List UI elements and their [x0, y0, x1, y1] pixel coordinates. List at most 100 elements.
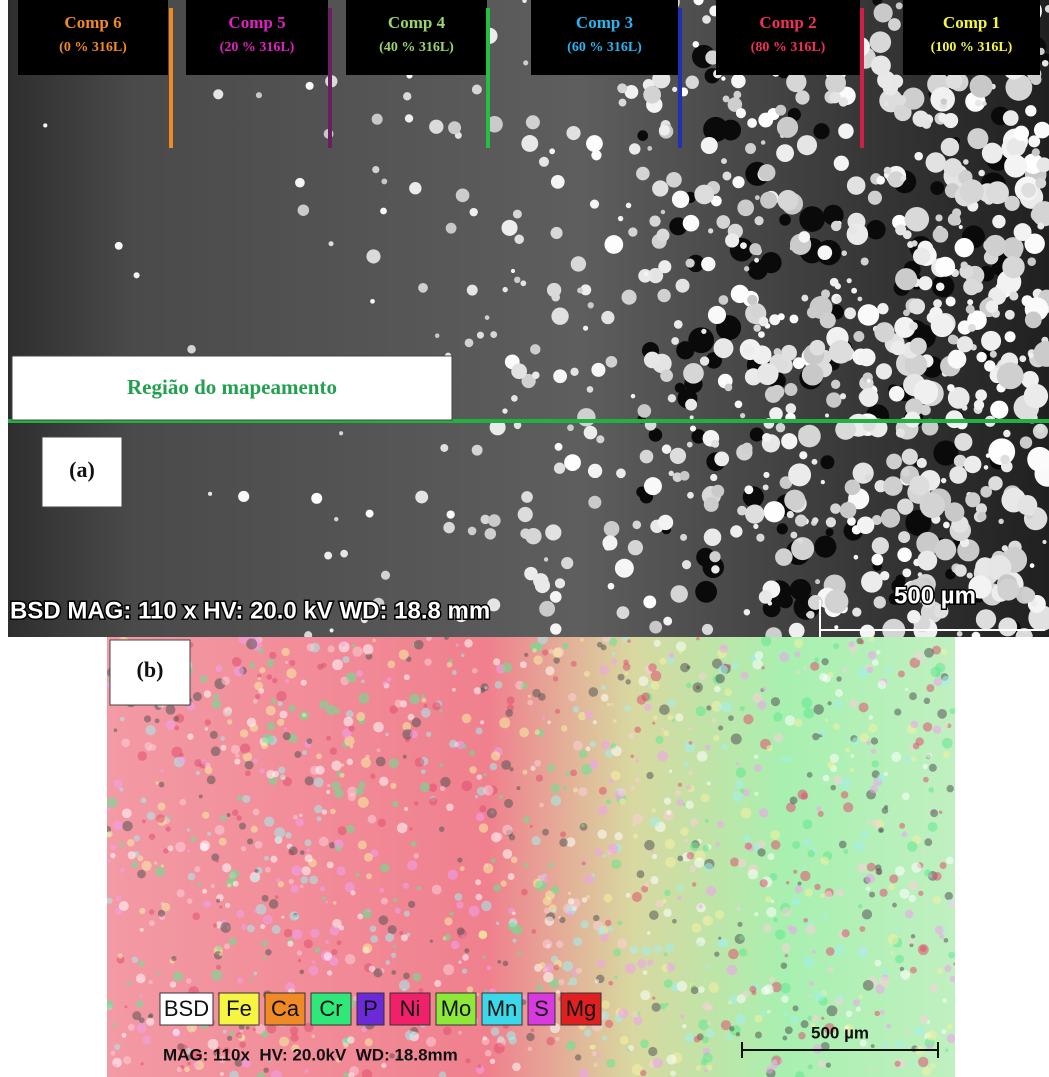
particle: [753, 524, 758, 529]
speckle: [707, 1021, 711, 1025]
particle: [690, 415, 694, 419]
particle: [933, 227, 949, 243]
speckle: [551, 886, 559, 894]
speckle: [800, 871, 810, 881]
particle: [551, 308, 568, 325]
speckle: [404, 807, 408, 811]
speckle: [833, 775, 843, 785]
particle: [745, 143, 756, 154]
speckle: [107, 807, 111, 811]
particle: [898, 531, 910, 543]
speckle: [390, 783, 396, 789]
speckle: [696, 685, 700, 689]
speckle: [291, 885, 299, 893]
speckle: [606, 1059, 615, 1068]
figure: Região do mapeamento (a) BSD MAG: 110 x …: [0, 0, 1049, 1077]
particle: [847, 278, 852, 283]
speckle: [493, 658, 500, 665]
particle: [834, 625, 838, 629]
speckle: [136, 1000, 143, 1007]
speckle: [279, 710, 287, 718]
speckle: [377, 748, 381, 752]
speckle: [283, 732, 291, 740]
particle: [629, 143, 640, 154]
speckle: [520, 661, 527, 668]
particle: [835, 296, 842, 303]
speckle: [415, 757, 425, 767]
speckle: [762, 687, 767, 692]
speckle: [882, 969, 888, 975]
speckle: [533, 655, 542, 664]
particle: [909, 322, 918, 331]
speckle: [886, 1024, 891, 1029]
speckle: [908, 938, 914, 944]
speckle: [611, 659, 617, 665]
speckle: [239, 823, 246, 830]
composition-name: Comp 2: [759, 13, 816, 32]
speckle: [456, 901, 463, 908]
speckle: [356, 712, 365, 721]
speckle: [859, 702, 869, 712]
particle: [553, 369, 567, 383]
speckle: [496, 922, 499, 925]
particle: [884, 101, 889, 106]
speckle: [254, 682, 263, 691]
speckle: [595, 979, 599, 983]
speckle: [167, 815, 171, 819]
speckle: [803, 708, 814, 719]
speckle: [173, 716, 179, 722]
speckle: [690, 818, 698, 826]
speckle: [509, 767, 513, 771]
speckle: [657, 751, 668, 762]
speckle: [552, 648, 562, 658]
particle: [564, 454, 581, 471]
speckle: [476, 813, 484, 821]
speckle: [899, 823, 905, 829]
particle: [874, 322, 894, 342]
composition-name: Comp 4: [388, 13, 446, 32]
speckle: [707, 781, 711, 785]
speckle: [592, 1051, 597, 1056]
speckle: [257, 677, 261, 681]
particle: [967, 128, 988, 149]
speckle: [300, 885, 303, 888]
particle: [631, 394, 635, 398]
speckle: [875, 960, 882, 967]
speckle: [166, 720, 176, 730]
particle: [789, 623, 805, 639]
speckle: [706, 1029, 715, 1038]
speckle: [236, 1032, 242, 1038]
speckle: [345, 954, 355, 964]
speckle: [715, 910, 724, 919]
speckle: [842, 668, 847, 673]
particle: [721, 158, 727, 164]
speckle: [637, 959, 646, 968]
particle: [722, 171, 731, 180]
particle: [521, 491, 533, 503]
particle: [674, 320, 683, 329]
speckle: [608, 926, 614, 932]
particle: [1042, 60, 1049, 67]
particle: [1036, 424, 1045, 433]
particle: [381, 571, 390, 580]
particle: [686, 76, 699, 89]
particle: [776, 423, 786, 433]
speckle: [813, 1044, 823, 1054]
particle: [957, 631, 963, 637]
particle: [947, 350, 966, 369]
particle: [812, 459, 818, 465]
speckle: [245, 770, 251, 776]
speckle: [205, 727, 208, 730]
speckle: [551, 784, 560, 793]
speckle: [403, 883, 409, 889]
speckle: [850, 754, 854, 758]
speckle: [598, 805, 608, 815]
speckle: [236, 910, 244, 918]
particle: [656, 229, 669, 242]
speckle: [200, 843, 208, 851]
speckle: [219, 952, 223, 956]
particle: [725, 233, 739, 247]
speckle: [392, 801, 398, 807]
speckle: [610, 743, 616, 749]
speckle: [444, 917, 452, 925]
